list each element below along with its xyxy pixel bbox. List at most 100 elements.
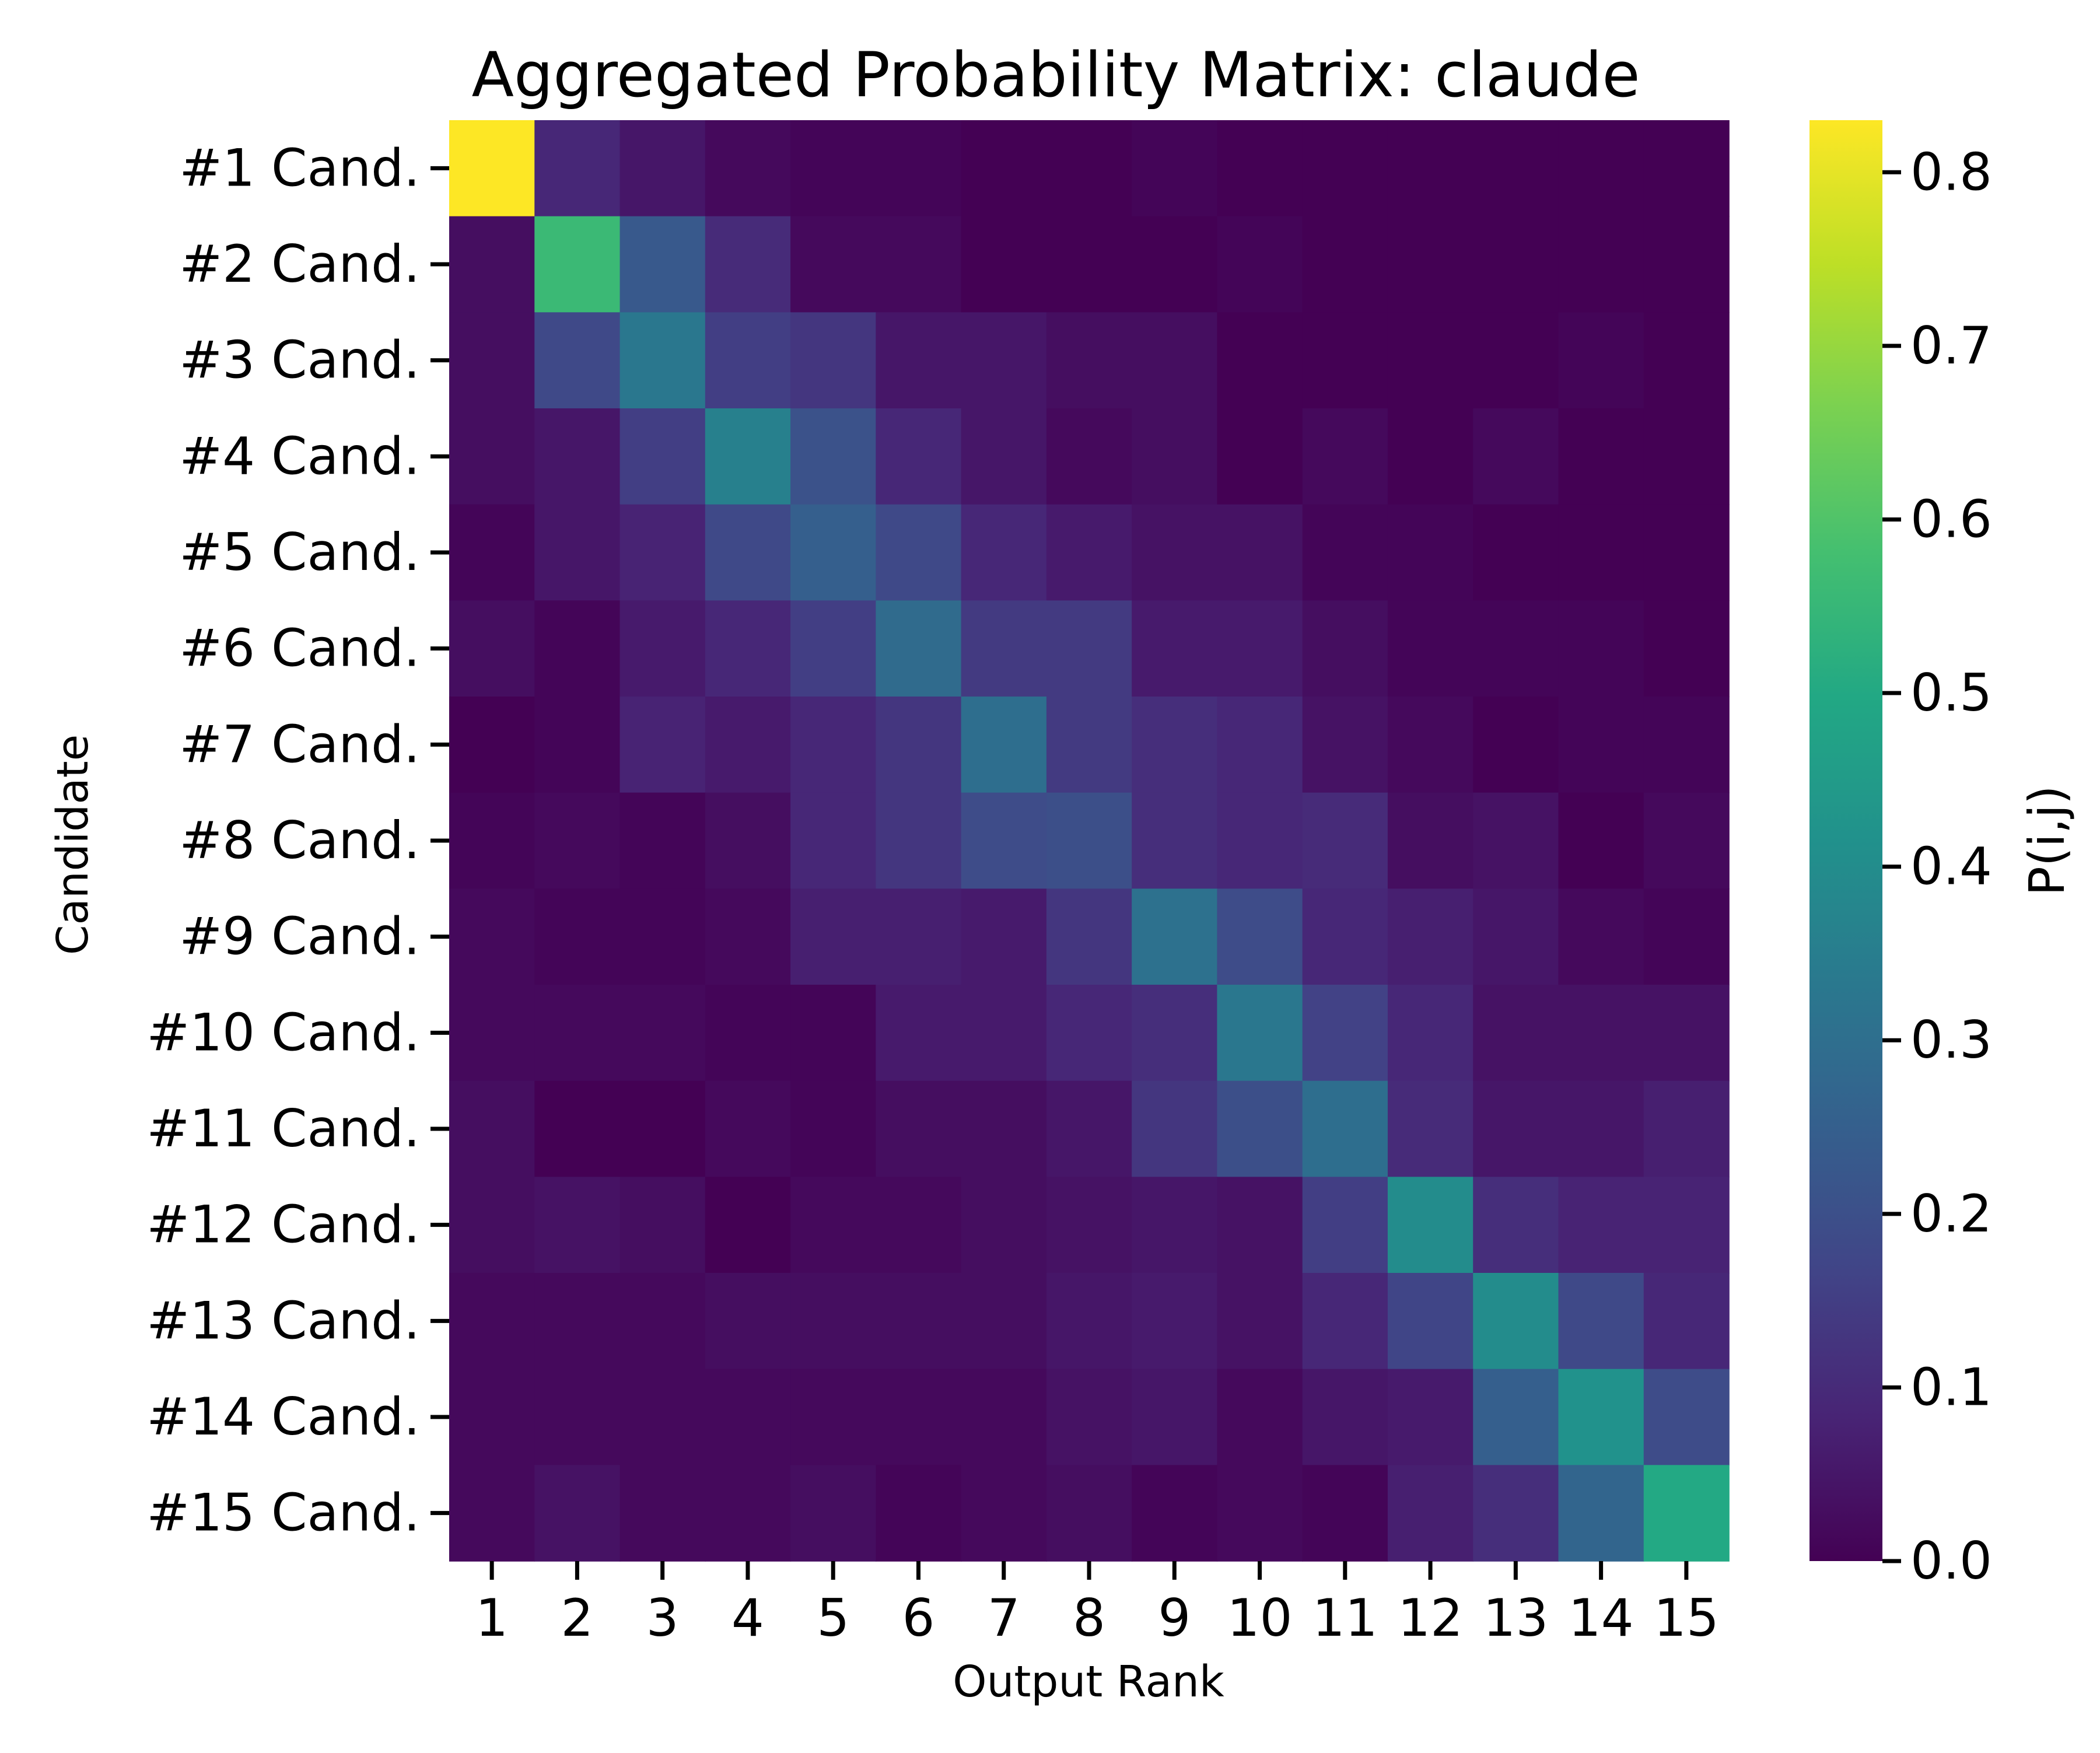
heatmap-cell-r15-c14 [1558, 1465, 1644, 1562]
heatmap-cell-r9-c7 [961, 888, 1047, 985]
heatmap-cell-r3-c9 [1132, 312, 1218, 409]
x-tick-label: 10 [1227, 1588, 1293, 1648]
heatmap-cell-r5-c4 [705, 504, 791, 601]
heatmap-cell-r10-c6 [876, 985, 962, 1082]
heatmap-cell-r12-c11 [1302, 1177, 1388, 1273]
heatmap-cell-r15-c4 [705, 1465, 791, 1562]
y-tick-label: #8 Cand. [179, 810, 420, 870]
heatmap-cell-r11-c13 [1473, 1080, 1559, 1178]
heatmap-cell-r15-c11 [1302, 1465, 1388, 1562]
heatmap-cell-r3-c6 [876, 312, 962, 409]
colorbar-tick-label: 0.4 [1910, 837, 1992, 897]
heatmap-cell-r13-c15 [1643, 1273, 1730, 1370]
heatmap-cell-r11-c6 [876, 1080, 962, 1178]
heatmap-cell-r6-c10 [1217, 600, 1303, 697]
heatmap-cell-r7-c14 [1558, 697, 1644, 793]
heatmap-cell-r6-c5 [790, 600, 877, 697]
heatmap-cell-r4-c2 [534, 408, 621, 505]
heatmap-cell-r4-c4 [705, 408, 791, 505]
heatmap-cell-r8-c15 [1643, 792, 1730, 890]
x-tick-label: 13 [1483, 1588, 1548, 1648]
heatmap-cell-r1-c14 [1558, 120, 1644, 217]
x-tick-label: 2 [561, 1588, 593, 1648]
heatmap-cell-r11-c2 [534, 1080, 621, 1178]
x-tick-label: 11 [1312, 1588, 1378, 1648]
heatmap-cell-r4-c15 [1643, 408, 1730, 505]
heatmap-cell-r14-c8 [1046, 1369, 1132, 1466]
heatmap-cell-r12-c7 [961, 1177, 1047, 1273]
x-tick-label: 3 [646, 1588, 679, 1648]
heatmap-cell-r1-c4 [705, 120, 791, 217]
heatmap-cell-r6-c15 [1643, 600, 1730, 697]
y-tick-label: #13 Cand. [146, 1290, 420, 1350]
heatmap-cell-r12-c14 [1558, 1177, 1644, 1273]
heatmap-cell-r1-c3 [620, 120, 706, 217]
heatmap-cell-r12-c3 [620, 1177, 706, 1273]
heatmap-cell-r7-c4 [705, 697, 791, 793]
heatmap-cell-r13-c10 [1217, 1273, 1303, 1370]
heatmap-cell-r11-c4 [705, 1080, 791, 1178]
heatmap-cell-r10-c4 [705, 985, 791, 1082]
y-tick-label: #12 Cand. [146, 1195, 420, 1255]
heatmap-cell-r10-c13 [1473, 985, 1559, 1082]
heatmap-cell-r7-c7 [961, 697, 1047, 793]
heatmap-cell-r1-c12 [1387, 120, 1474, 217]
heatmap-cell-r13-c2 [534, 1273, 621, 1370]
colorbar-tick-label: 0.1 [1910, 1357, 1992, 1417]
heatmap-cell-r14-c10 [1217, 1369, 1303, 1466]
heatmap-cell-r14-c3 [620, 1369, 706, 1466]
heatmap-cell-r11-c12 [1387, 1080, 1474, 1178]
x-tick-label: 8 [1073, 1588, 1105, 1648]
heatmap-cell-r3-c4 [705, 312, 791, 409]
heatmap-cell-r12-c12 [1387, 1177, 1474, 1273]
heatmap-cell-r3-c15 [1643, 312, 1730, 409]
heatmap-cell-r9-c6 [876, 888, 962, 985]
y-tick-label: #3 Cand. [179, 330, 420, 390]
heatmap-cell-r14-c13 [1473, 1369, 1559, 1466]
heatmap-cell-r6-c1 [449, 600, 536, 697]
heatmap-cell-r9-c11 [1302, 888, 1388, 985]
heatmap-cell-r1-c7 [961, 120, 1047, 217]
heatmap-cell-r14-c15 [1643, 1369, 1730, 1466]
heatmap-cell-r5-c13 [1473, 504, 1559, 601]
heatmap-cell-r1-c13 [1473, 120, 1559, 217]
heatmap-cell-r2-c11 [1302, 216, 1388, 313]
heatmap-cell-r15-c1 [449, 1465, 536, 1562]
heatmap-cell-r2-c8 [1046, 216, 1132, 313]
heatmap-cell-r5-c2 [534, 504, 621, 601]
heatmap-cell-r3-c5 [790, 312, 877, 409]
heatmap-cell-r12-c4 [705, 1177, 791, 1273]
x-axis-label: Output Rank [953, 1657, 1224, 1707]
heatmap-cell-r7-c13 [1473, 697, 1559, 793]
heatmap-cell-r1-c15 [1643, 120, 1730, 217]
heatmap-cell-r2-c1 [449, 216, 536, 313]
heatmap-cell-r10-c10 [1217, 985, 1303, 1082]
heatmap-cell-r12-c1 [449, 1177, 536, 1273]
heatmap-cell-r2-c3 [620, 216, 706, 313]
heatmap-cell-r13-c4 [705, 1273, 791, 1370]
heatmap-cell-r2-c4 [705, 216, 791, 313]
heatmap-cell-r4-c9 [1132, 408, 1218, 505]
heatmap-cell-r3-c1 [449, 312, 536, 409]
colorbar-tick-label: 0.0 [1910, 1531, 1992, 1591]
heatmap-cell-r4-c1 [449, 408, 536, 505]
heatmap-cell-r11-c1 [449, 1080, 536, 1178]
colorbar-tick-label: 0.2 [1910, 1184, 1992, 1244]
heatmap-cell-r10-c5 [790, 985, 877, 1082]
heatmap-cell-r8-c2 [534, 792, 621, 890]
y-tick-label: #10 Cand. [146, 1002, 420, 1062]
heatmap-cell-r12-c6 [876, 1177, 962, 1273]
heatmap-cell-r9-c10 [1217, 888, 1303, 985]
heatmap-cell-r5-c10 [1217, 504, 1303, 601]
y-tick-label: #4 Cand. [179, 426, 420, 486]
heatmap-cell-r3-c14 [1558, 312, 1644, 409]
heatmap-cell-r7-c9 [1132, 697, 1218, 793]
heatmap-cell-r10-c8 [1046, 985, 1132, 1082]
heatmap-cell-r8-c4 [705, 792, 791, 890]
heatmap-cell-r5-c12 [1387, 504, 1474, 601]
heatmap-cell-r3-c10 [1217, 312, 1303, 409]
heatmap-cell-r7-c5 [790, 697, 877, 793]
heatmap-cell-r11-c10 [1217, 1080, 1303, 1178]
heatmap-cell-r11-c9 [1132, 1080, 1218, 1178]
